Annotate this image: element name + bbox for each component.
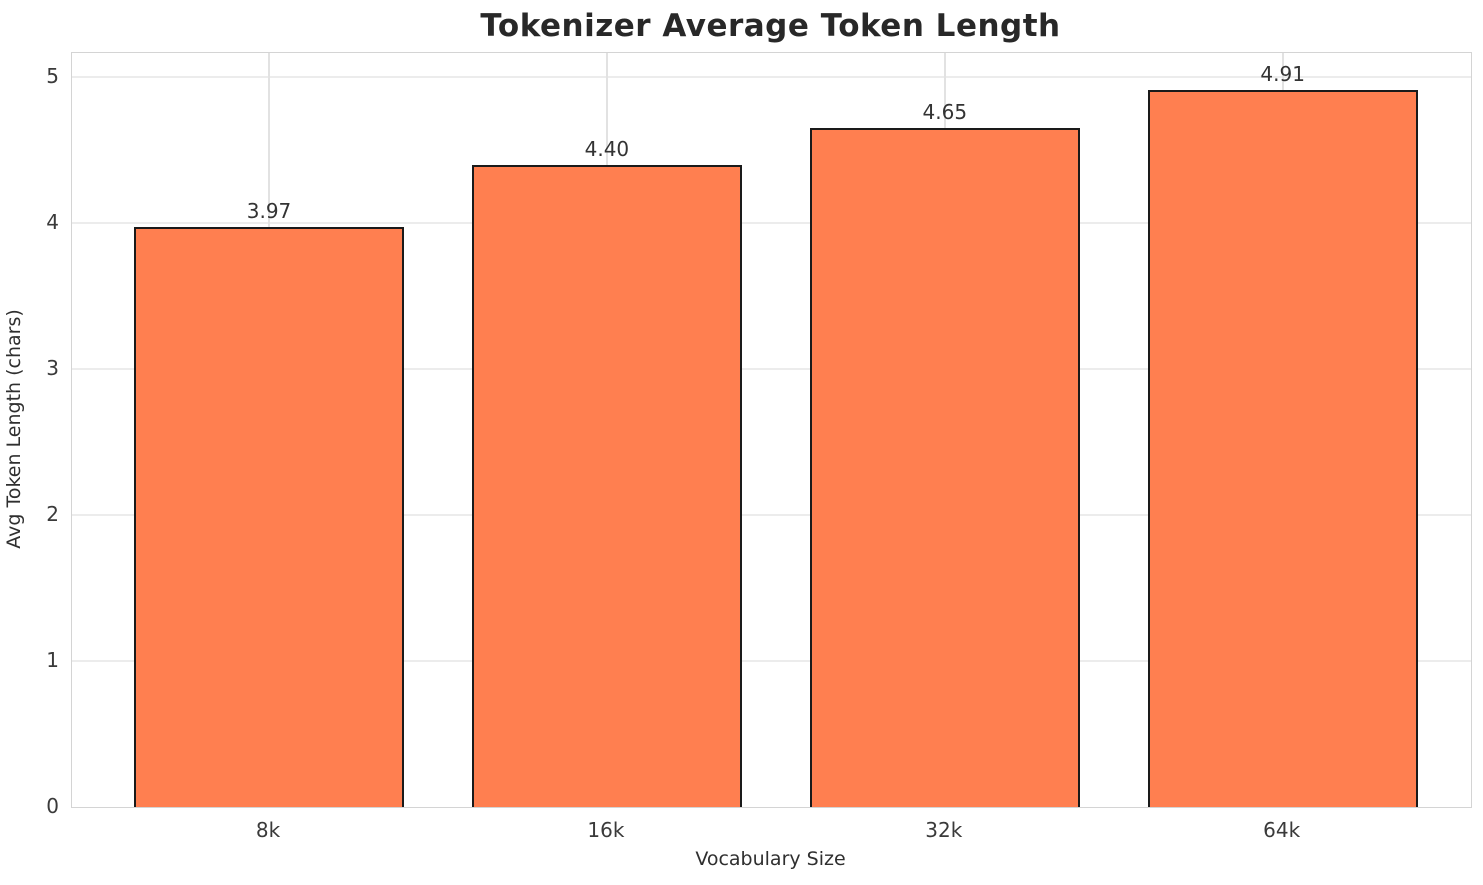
x-tick-label: 64k: [1263, 818, 1301, 842]
bar-value-label: 4.40: [584, 136, 630, 161]
bar-64k: [1147, 90, 1418, 807]
bar-8k: [134, 227, 404, 807]
chart-title: Tokenizer Average Token Length: [480, 8, 1061, 44]
gridline-horizontal: [72, 368, 1471, 370]
y-tick-label: 1: [46, 648, 59, 672]
bar-value-label: 3.97: [246, 199, 292, 224]
bar-value-label: 4.65: [922, 100, 968, 125]
bar-16k: [471, 164, 742, 807]
gridline-horizontal: [72, 660, 1471, 662]
y-tick-label: 4: [46, 210, 59, 234]
x-axis-label: Vocabulary Size: [695, 848, 846, 870]
bar-32k: [809, 128, 1080, 807]
y-tick-label: 0: [46, 794, 59, 818]
gridline-horizontal: [72, 222, 1471, 224]
gridline-horizontal: [72, 76, 1471, 78]
x-tick-label: 8k: [255, 818, 281, 842]
gridline-horizontal: [72, 514, 1471, 516]
y-tick-label: 5: [46, 64, 59, 88]
x-tick-label: 16k: [587, 818, 625, 842]
x-tick-label: 32k: [925, 818, 963, 842]
plot-area: 3.97 4.40 4.65 4.91: [71, 52, 1472, 808]
y-tick-label: 3: [46, 356, 59, 380]
bar-value-label: 4.91: [1260, 62, 1305, 87]
y-tick-label: 2: [46, 502, 59, 526]
